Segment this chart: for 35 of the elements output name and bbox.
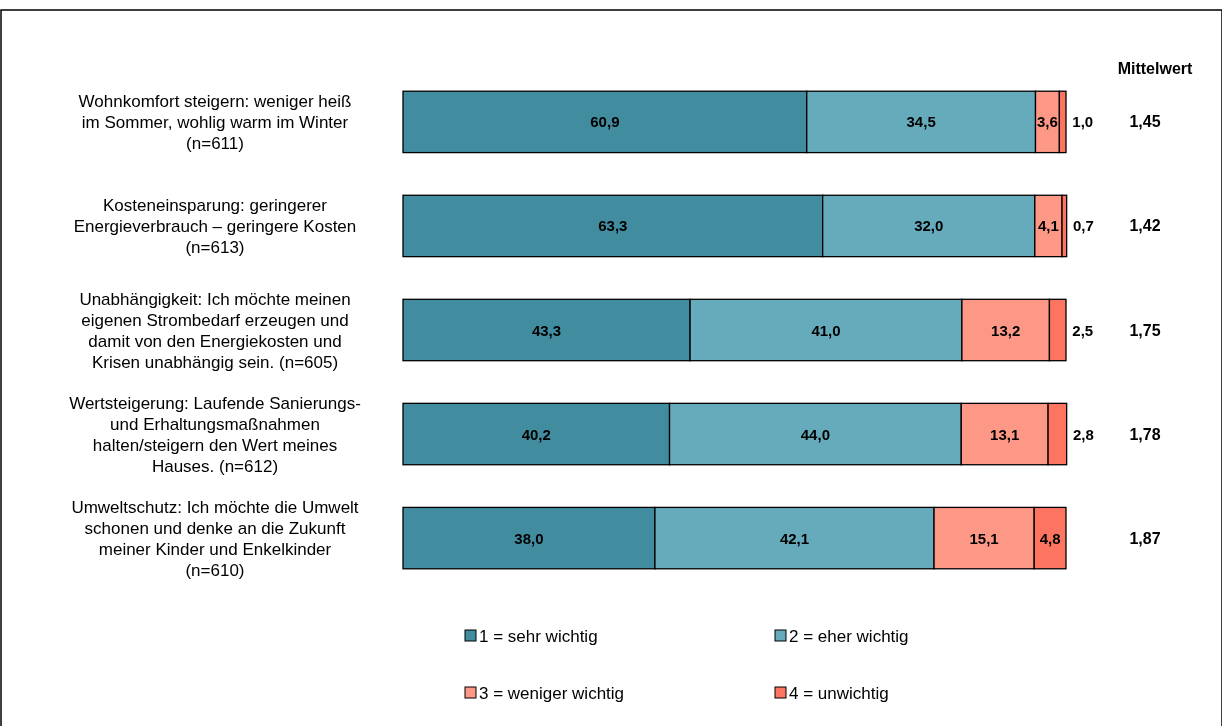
data-label: 42,1 bbox=[779, 529, 810, 547]
text: 1,45 bbox=[1129, 113, 1161, 131]
data-label: 32,0 bbox=[914, 217, 944, 235]
data-label: 15,1 bbox=[969, 529, 999, 547]
data-label: 43,3 bbox=[531, 321, 562, 339]
text: 1,42 bbox=[1129, 217, 1161, 235]
data-label: 34,5 bbox=[906, 113, 936, 131]
data-label: 13,2 bbox=[991, 321, 1021, 339]
text: 1,87 bbox=[1129, 529, 1161, 547]
data-label: 38,0 bbox=[514, 529, 544, 547]
data-label: 44,0 bbox=[800, 425, 830, 443]
data-label: 2,5 bbox=[1072, 321, 1094, 339]
legend-label: 1 = sehr wichtig bbox=[479, 626, 598, 646]
data-label: 4,8 bbox=[1039, 529, 1061, 547]
data-label: 3,6 bbox=[1037, 113, 1058, 131]
y-tick-label: Wohnkomfort steigern: weniger heiß im Sommer, wohlig warm im Winter (n=611) bbox=[78, 91, 352, 153]
data-label: 41,0 bbox=[811, 321, 841, 339]
legend-label: 3 = weniger wichtig bbox=[479, 683, 625, 703]
data-label: 1,0 bbox=[1072, 113, 1094, 131]
y-tick-label: Kosteneinsparung: geringerer Energieverbrauch – geringere Kosten (n=613) bbox=[73, 195, 357, 257]
data-label: 2,8 bbox=[1072, 425, 1094, 443]
y-tick-label: Wertsteigerung: Laufende Sanierungs- und Erhaltungsmaßnahmen halten/steigern den Wert meines Hauses. (n=612) bbox=[69, 393, 361, 476]
y-tick-label: Unabhängigkeit: Ich möchte meinen eigenen Strombedarf erzeugen und damit von den Energiekosten und Krisen unabhängig sein. (n=605) bbox=[79, 289, 351, 371]
data-label: 0,7 bbox=[1072, 217, 1094, 235]
data-label: 63,3 bbox=[598, 217, 628, 235]
text: 1,78 bbox=[1129, 425, 1161, 443]
data-label: 13,1 bbox=[990, 425, 1020, 443]
legend-label: 2 = eher wichtig bbox=[789, 626, 909, 646]
y-tick-label: Umweltschutz: Ich möchte die Umwelt schonen und denke an die Zukunft meiner Kinder und Enkelkinder (n=610) bbox=[71, 497, 359, 580]
text: 1,75 bbox=[1129, 321, 1161, 339]
data-label: 40,2 bbox=[521, 425, 551, 443]
data-label: 60,9 bbox=[590, 113, 620, 131]
text: Mittelwert bbox=[1117, 60, 1194, 77]
legend-label: 4 = unwichtig bbox=[789, 683, 889, 703]
data-label: 4,1 bbox=[1038, 217, 1059, 235]
